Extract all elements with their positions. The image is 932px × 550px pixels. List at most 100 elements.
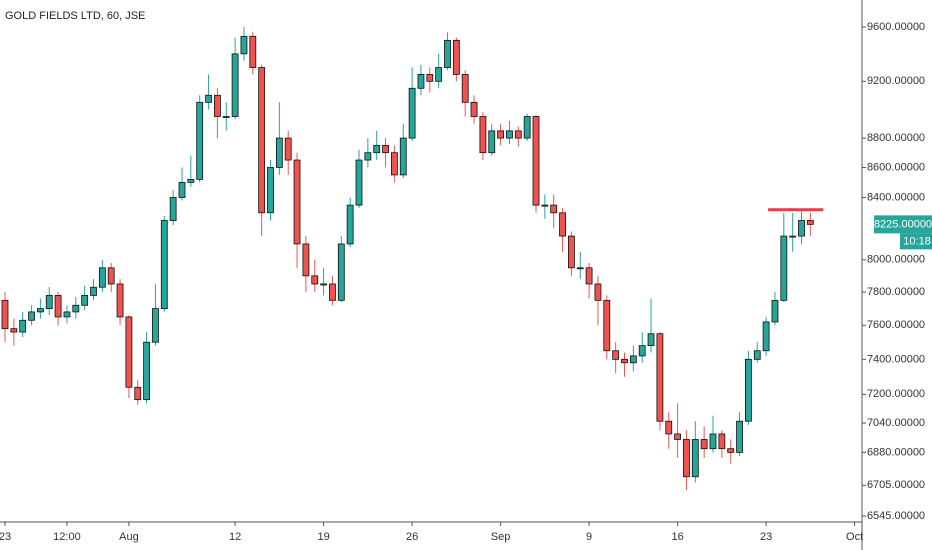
candle-body [762,321,770,352]
candle-body [258,67,266,214]
last-price-label: 8225.00000 [874,218,932,230]
candle-body [10,328,18,333]
candle-body [497,130,505,139]
candle-body [284,137,292,161]
candle-body [320,283,328,286]
candle-body [452,39,460,75]
candle-body [382,144,389,154]
candle-body [107,267,115,285]
candle-body [152,308,159,343]
candle-body [585,267,593,285]
candle-body [568,235,575,269]
candle-body [444,39,451,68]
candle-body [364,152,372,161]
candle-body [550,204,558,214]
y-tick-label: 7400.00000 [867,353,925,365]
candle-body [603,299,611,352]
chart-title: GOLD FIELDS LTD, 60, JSE [5,10,145,22]
candle-body [240,35,248,55]
candle-body [523,116,531,139]
candle-body [656,333,664,422]
candle-body [576,267,584,270]
candle-body [736,420,743,453]
y-tick-label: 8800.00000 [867,132,925,144]
candle-body [647,333,655,347]
x-tick-label: Sep [491,531,511,543]
y-tick-label: 7200.00000 [867,388,925,400]
candle-body [45,295,53,310]
candle-body [231,53,239,117]
x-tick-label: Aug [119,531,139,543]
candle-body [329,283,336,301]
y-tick-label: 8000.00000 [867,254,925,266]
candle-body [54,295,62,318]
candle-body [63,311,71,318]
candle-body [780,235,788,301]
y-tick-label: 8600.00000 [867,161,925,173]
x-tick-label: 23 [760,531,772,543]
candle-body [470,101,478,117]
candle-body [249,35,257,68]
candle-body [267,167,274,214]
x-tick-label: Oct [846,531,863,543]
x-tick-label: 19 [317,531,329,543]
candle-body [806,220,814,225]
candle-body [621,358,628,364]
candle-body [461,74,469,103]
y-tick-label: 6545.00000 [867,510,925,522]
x-tick-label: 26 [406,531,418,543]
candle-body [293,159,301,245]
candle-body [28,311,35,321]
candle-body [72,304,80,313]
y-tick-label: 8400.00000 [867,191,925,203]
candle-body [514,130,522,139]
candle-body [789,235,797,238]
candle-body [116,283,124,318]
candle-body [37,308,44,313]
candle-body [753,350,761,360]
candle-body [727,448,735,453]
candle-body [1,299,9,330]
candle-body [594,283,602,301]
candle-body [709,433,717,450]
countdown-badge [900,233,932,250]
y-tick-label: 7800.00000 [867,286,925,298]
candle-body [311,275,319,285]
candle-body [205,94,212,103]
candle-body [346,204,354,245]
last-price-badge [874,215,932,234]
candle-body [337,243,345,301]
candle-body [665,420,673,435]
candle-body [417,74,425,89]
countdown-label: 10:18 [903,235,931,247]
candle-body [488,130,496,154]
y-tick-label: 9200.00000 [867,75,925,87]
candle-body [143,341,151,401]
candle-body [19,319,27,333]
candle-body [700,439,708,450]
candle-body [125,316,133,388]
y-tick-label: 9600.00000 [867,21,925,33]
y-tick-label: 7600.00000 [867,319,925,331]
candle-body [355,159,363,206]
x-tick-label: 23 [0,531,11,543]
candle-body [435,67,443,82]
candle-body [390,152,398,176]
candle-body [798,220,805,237]
candle-body [98,267,106,288]
x-tick-label: 12:00 [53,531,81,543]
candle-body [160,220,168,310]
candle-body [479,116,487,154]
candle-body [532,116,540,206]
y-tick-label: 6880.00000 [867,446,925,458]
candle-body [771,299,779,323]
candle-body [629,355,637,364]
candle-body [691,439,699,478]
candle-body [275,137,283,168]
y-tick-label: 6705.00000 [867,479,925,491]
x-tick-label: 9 [586,531,592,543]
candle-body [408,87,416,139]
candle-body [90,286,97,296]
candle-body [373,144,381,154]
candle-body [222,116,230,118]
